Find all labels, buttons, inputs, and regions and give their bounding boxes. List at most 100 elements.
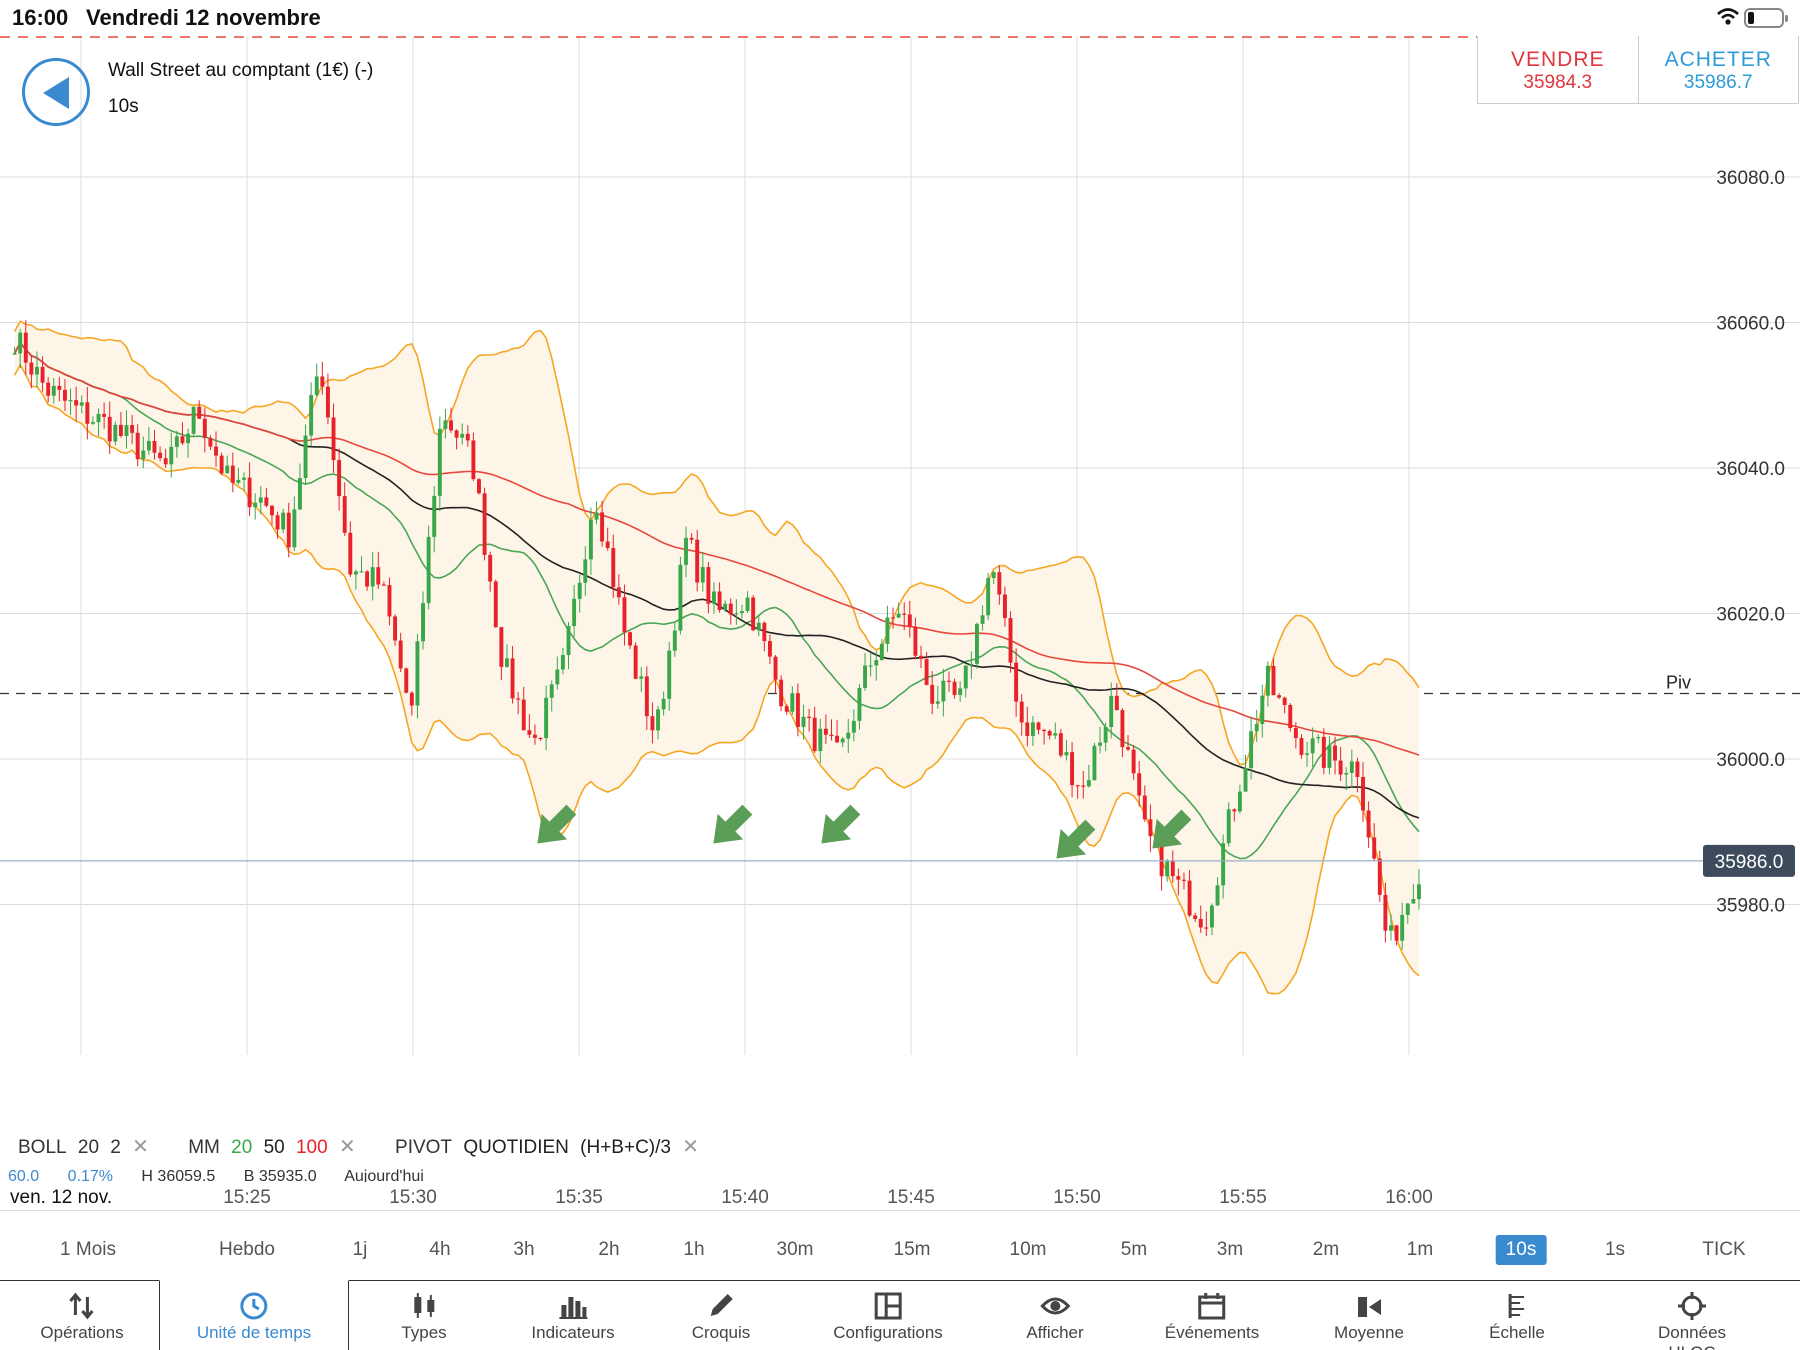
candle-body xyxy=(409,692,414,706)
candle-body xyxy=(913,626,918,656)
candle-body xyxy=(1310,738,1315,754)
toolbar-pencil-button[interactable]: Croquis xyxy=(692,1281,750,1350)
candle-body xyxy=(113,424,118,442)
candle-body xyxy=(404,668,409,693)
stat-high: H 36059.5 xyxy=(141,1168,216,1182)
candle-body xyxy=(314,376,319,396)
candle-body xyxy=(1002,594,1007,619)
candle-body xyxy=(1142,795,1147,820)
back-button[interactable] xyxy=(22,58,90,126)
sell-label: VENDRE xyxy=(1510,48,1605,71)
candle-body xyxy=(1064,752,1069,756)
mm-period-20: 20 xyxy=(231,1137,253,1158)
time-tick-label: 15:25 xyxy=(223,1187,271,1208)
remove-boll-icon[interactable]: ✕ xyxy=(132,1136,149,1158)
toolbar-label: Échelle xyxy=(1489,1323,1545,1342)
candle-body xyxy=(1254,724,1259,732)
candle-body xyxy=(941,680,946,702)
candle-body xyxy=(1293,728,1298,739)
candle-body xyxy=(1030,722,1035,737)
toolbar-label: Configurations xyxy=(833,1323,943,1342)
time-unit-hebdo[interactable]: Hebdo xyxy=(219,1239,275,1260)
candle-body xyxy=(286,512,291,548)
buy-button[interactable]: ACHETER 35986.7 xyxy=(1637,36,1799,103)
candle-body xyxy=(253,502,258,508)
candle-body xyxy=(801,716,806,728)
candle-body xyxy=(717,591,722,611)
pencil-icon xyxy=(711,1294,733,1316)
candle-body xyxy=(1036,722,1041,730)
candle-body xyxy=(756,622,761,631)
candle-body xyxy=(1344,772,1349,775)
candle-body xyxy=(124,425,129,436)
candle-body xyxy=(1114,695,1119,711)
time-unit-3h[interactable]: 3h xyxy=(513,1239,535,1260)
time-unit-1m[interactable]: 1m xyxy=(1406,1239,1434,1260)
candle-body xyxy=(169,446,174,465)
time-unit-10m[interactable]: 10m xyxy=(1009,1239,1047,1260)
toolbar-operations-button[interactable]: Opérations xyxy=(40,1281,124,1350)
candle-body xyxy=(415,641,420,706)
time-unit-5m[interactable]: 5m xyxy=(1120,1239,1148,1260)
candle-body xyxy=(331,417,336,461)
time-tick-label: 15:45 xyxy=(887,1187,935,1208)
remove-mm-icon[interactable]: ✕ xyxy=(338,1136,356,1158)
toolbar-crosshair-button[interactable]: Données HLOC xyxy=(1638,1281,1746,1350)
toolbar-clock-button[interactable]: Unité de temps xyxy=(197,1281,311,1350)
candle-body xyxy=(242,477,246,480)
candle-body xyxy=(460,433,465,438)
candle-body xyxy=(532,734,537,738)
time-unit-2h[interactable]: 2h xyxy=(598,1239,620,1260)
arrow-shape xyxy=(1152,809,1192,849)
candle-body xyxy=(443,420,448,429)
time-unit-1s[interactable]: 1s xyxy=(1604,1239,1626,1260)
toolbar-calendar-button[interactable]: Événements xyxy=(1165,1281,1259,1350)
candles-icon xyxy=(413,1293,434,1318)
candle-body xyxy=(1372,837,1377,859)
toolbar-average-button[interactable]: Moyenne xyxy=(1334,1281,1404,1350)
toolbar-bars-button[interactable]: Indicateurs xyxy=(531,1281,615,1350)
candle-body xyxy=(924,659,929,685)
candle-body xyxy=(762,622,767,642)
time-unit-2m[interactable]: 2m xyxy=(1312,1239,1340,1260)
toolbar-label: Moyenne xyxy=(1334,1323,1404,1342)
candle-body xyxy=(477,479,481,494)
calendar-icon xyxy=(1198,1293,1226,1320)
time-unit-15m[interactable]: 15m xyxy=(893,1239,931,1260)
time-unit-1h[interactable]: 1h xyxy=(683,1239,705,1260)
time-unit-4h[interactable]: 4h xyxy=(429,1239,451,1260)
candle-body xyxy=(35,366,39,375)
price-chart[interactable]: Piv 36080.036060.036040.036020.036000.03… xyxy=(0,0,1800,1210)
candle-body xyxy=(482,493,487,555)
time-tick-label: 16:00 xyxy=(1385,1187,1433,1208)
remove-pivot-icon[interactable]: ✕ xyxy=(682,1136,700,1158)
time-tick-label: 15:30 xyxy=(389,1187,437,1208)
time-unit-30m[interactable]: 30m xyxy=(776,1239,814,1260)
time-unit-3m[interactable]: 3m xyxy=(1216,1239,1244,1260)
candle-body xyxy=(465,433,470,441)
candle-body xyxy=(1221,843,1226,886)
time-unit-1-mois[interactable]: 1 Mois xyxy=(60,1239,116,1260)
layout-icon xyxy=(874,1292,902,1320)
sell-button[interactable]: VENDRE 35984.3 xyxy=(1478,36,1638,103)
boll-period: 20 xyxy=(77,1137,100,1158)
status-date: Vendredi 12 novembre xyxy=(86,5,321,30)
toolbar-scale-button[interactable]: Échelle xyxy=(1489,1281,1545,1350)
candle-body xyxy=(275,515,280,530)
candle-body xyxy=(555,669,560,685)
candle-body xyxy=(684,537,688,565)
time-unit-10s[interactable]: 10s xyxy=(1495,1235,1547,1265)
toolbar-candles-button[interactable]: Types xyxy=(401,1281,447,1350)
time-unit-tick[interactable]: TICK xyxy=(1702,1239,1746,1260)
candle-body xyxy=(879,643,884,661)
candle-body xyxy=(163,458,168,465)
toolbar-label: Afficher xyxy=(1026,1323,1084,1342)
current-price-tag xyxy=(1703,844,1795,877)
toolbar-eye-button[interactable]: Afficher xyxy=(1026,1281,1084,1350)
candle-body xyxy=(795,693,800,728)
time-tick-label: 15:55 xyxy=(1219,1187,1267,1208)
time-unit-1j[interactable]: 1j xyxy=(352,1239,368,1260)
toolbar-layout-button[interactable]: Configurations xyxy=(833,1281,943,1350)
status-time: 16:00 xyxy=(12,5,69,30)
candle-body xyxy=(1321,736,1326,768)
